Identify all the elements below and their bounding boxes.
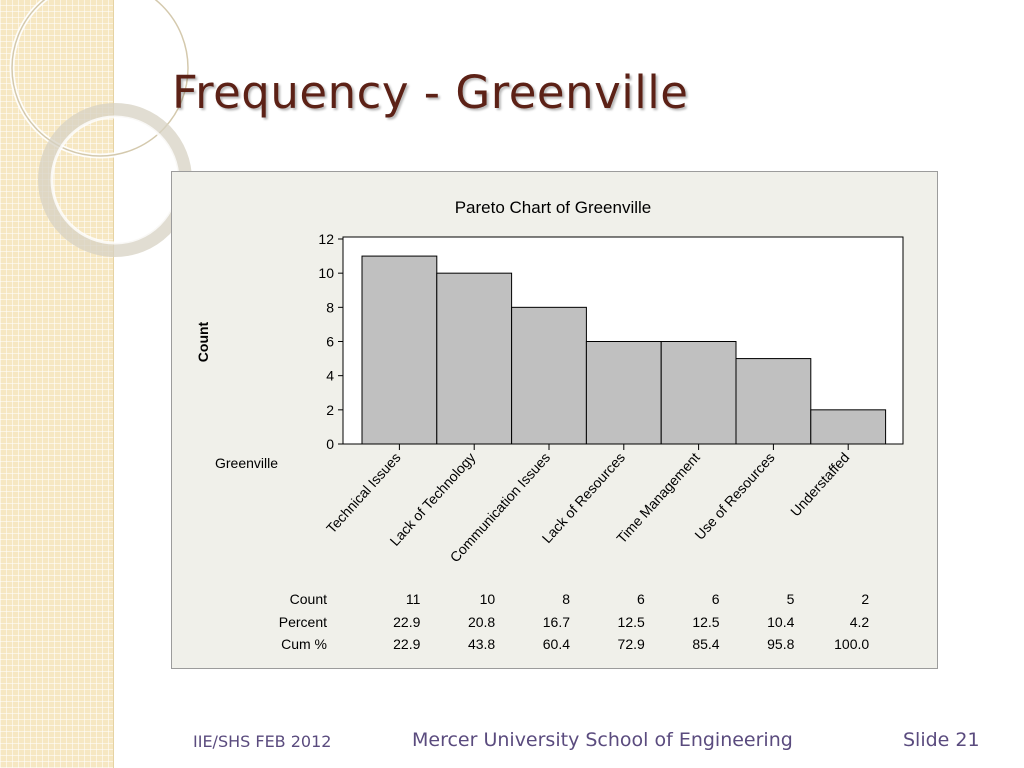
x-tick-label: Understaffed	[787, 449, 852, 519]
table-cell: 60.4	[543, 636, 570, 652]
table-cell: 85.4	[692, 636, 719, 652]
y-axis-label: Count	[195, 321, 211, 362]
footer-left: IIE/SHS FEB 2012	[193, 732, 332, 751]
x-tick-label: Use of Resources	[691, 449, 777, 542]
y-tick-label: 0	[326, 436, 334, 452]
x-tick-label: Time Management	[613, 449, 703, 546]
bar	[361, 255, 438, 445]
summary-table: Count 11 10 8 6 6 5 2 Percent 22.9 20.8 16.7 12.5 12.…	[279, 591, 870, 652]
chart-title: Pareto Chart of Greenville	[455, 198, 652, 217]
bar	[585, 341, 662, 445]
x-tick-label: Technical Issues	[323, 449, 404, 536]
table-cell: 6	[712, 591, 720, 607]
bar	[660, 341, 737, 445]
y-tick-label: 2	[326, 402, 334, 418]
table-cell: 100.0	[834, 636, 869, 652]
table-cell: 10	[480, 591, 496, 607]
y-tick-label: 10	[318, 265, 334, 281]
table-cell: 43.8	[468, 636, 495, 652]
bars-group	[361, 255, 887, 445]
table-cell: 5	[787, 591, 795, 607]
footer-right: Slide 21	[903, 729, 980, 751]
footer-center: Mercer University School of Engineering	[412, 729, 793, 751]
table-cell: 12.5	[618, 614, 645, 630]
table-cell: 20.8	[468, 614, 495, 630]
bar	[735, 358, 812, 445]
table-cell: 4.2	[850, 614, 870, 630]
x-tick-label: Lack of Resources	[539, 449, 628, 546]
y-axis-ticks: 0 2 4 6 8 10 12	[318, 231, 343, 452]
table-cell: 95.8	[767, 636, 794, 652]
table-row-label: Percent	[279, 614, 327, 630]
bar	[810, 409, 887, 445]
table-row-label: Cum %	[281, 636, 327, 652]
slide-title: Frequency - Greenville	[172, 66, 689, 119]
decorative-rings	[9, 0, 192, 257]
table-cell: 12.5	[692, 614, 719, 630]
y-tick-label: 6	[326, 334, 334, 350]
table-cell: 6	[637, 591, 645, 607]
bar	[436, 272, 513, 445]
table-cell: 11	[406, 591, 421, 607]
y-tick-label: 4	[326, 368, 334, 384]
table-cell: 8	[562, 591, 570, 607]
table-cell: 2	[861, 591, 869, 607]
bar	[511, 306, 587, 445]
chart-svg: Pareto Chart of Greenville Count Greenvi…	[195, 198, 904, 652]
table-cell: 22.9	[393, 614, 420, 630]
y-tick-label: 12	[318, 231, 334, 247]
x-axis-ticks	[398, 444, 849, 450]
table-cell: 72.9	[618, 636, 645, 652]
table-cell: 22.9	[393, 636, 420, 652]
table-cell: 16.7	[543, 614, 570, 630]
side-decoration-strip	[0, 0, 114, 768]
table-cell: 10.4	[767, 614, 794, 630]
table-row-label: Count	[290, 591, 327, 607]
x-axis-label: Greenville	[215, 455, 278, 471]
pareto-chart: Pareto Chart of Greenville Count Greenvi…	[171, 171, 938, 669]
y-tick-label: 8	[326, 299, 334, 315]
